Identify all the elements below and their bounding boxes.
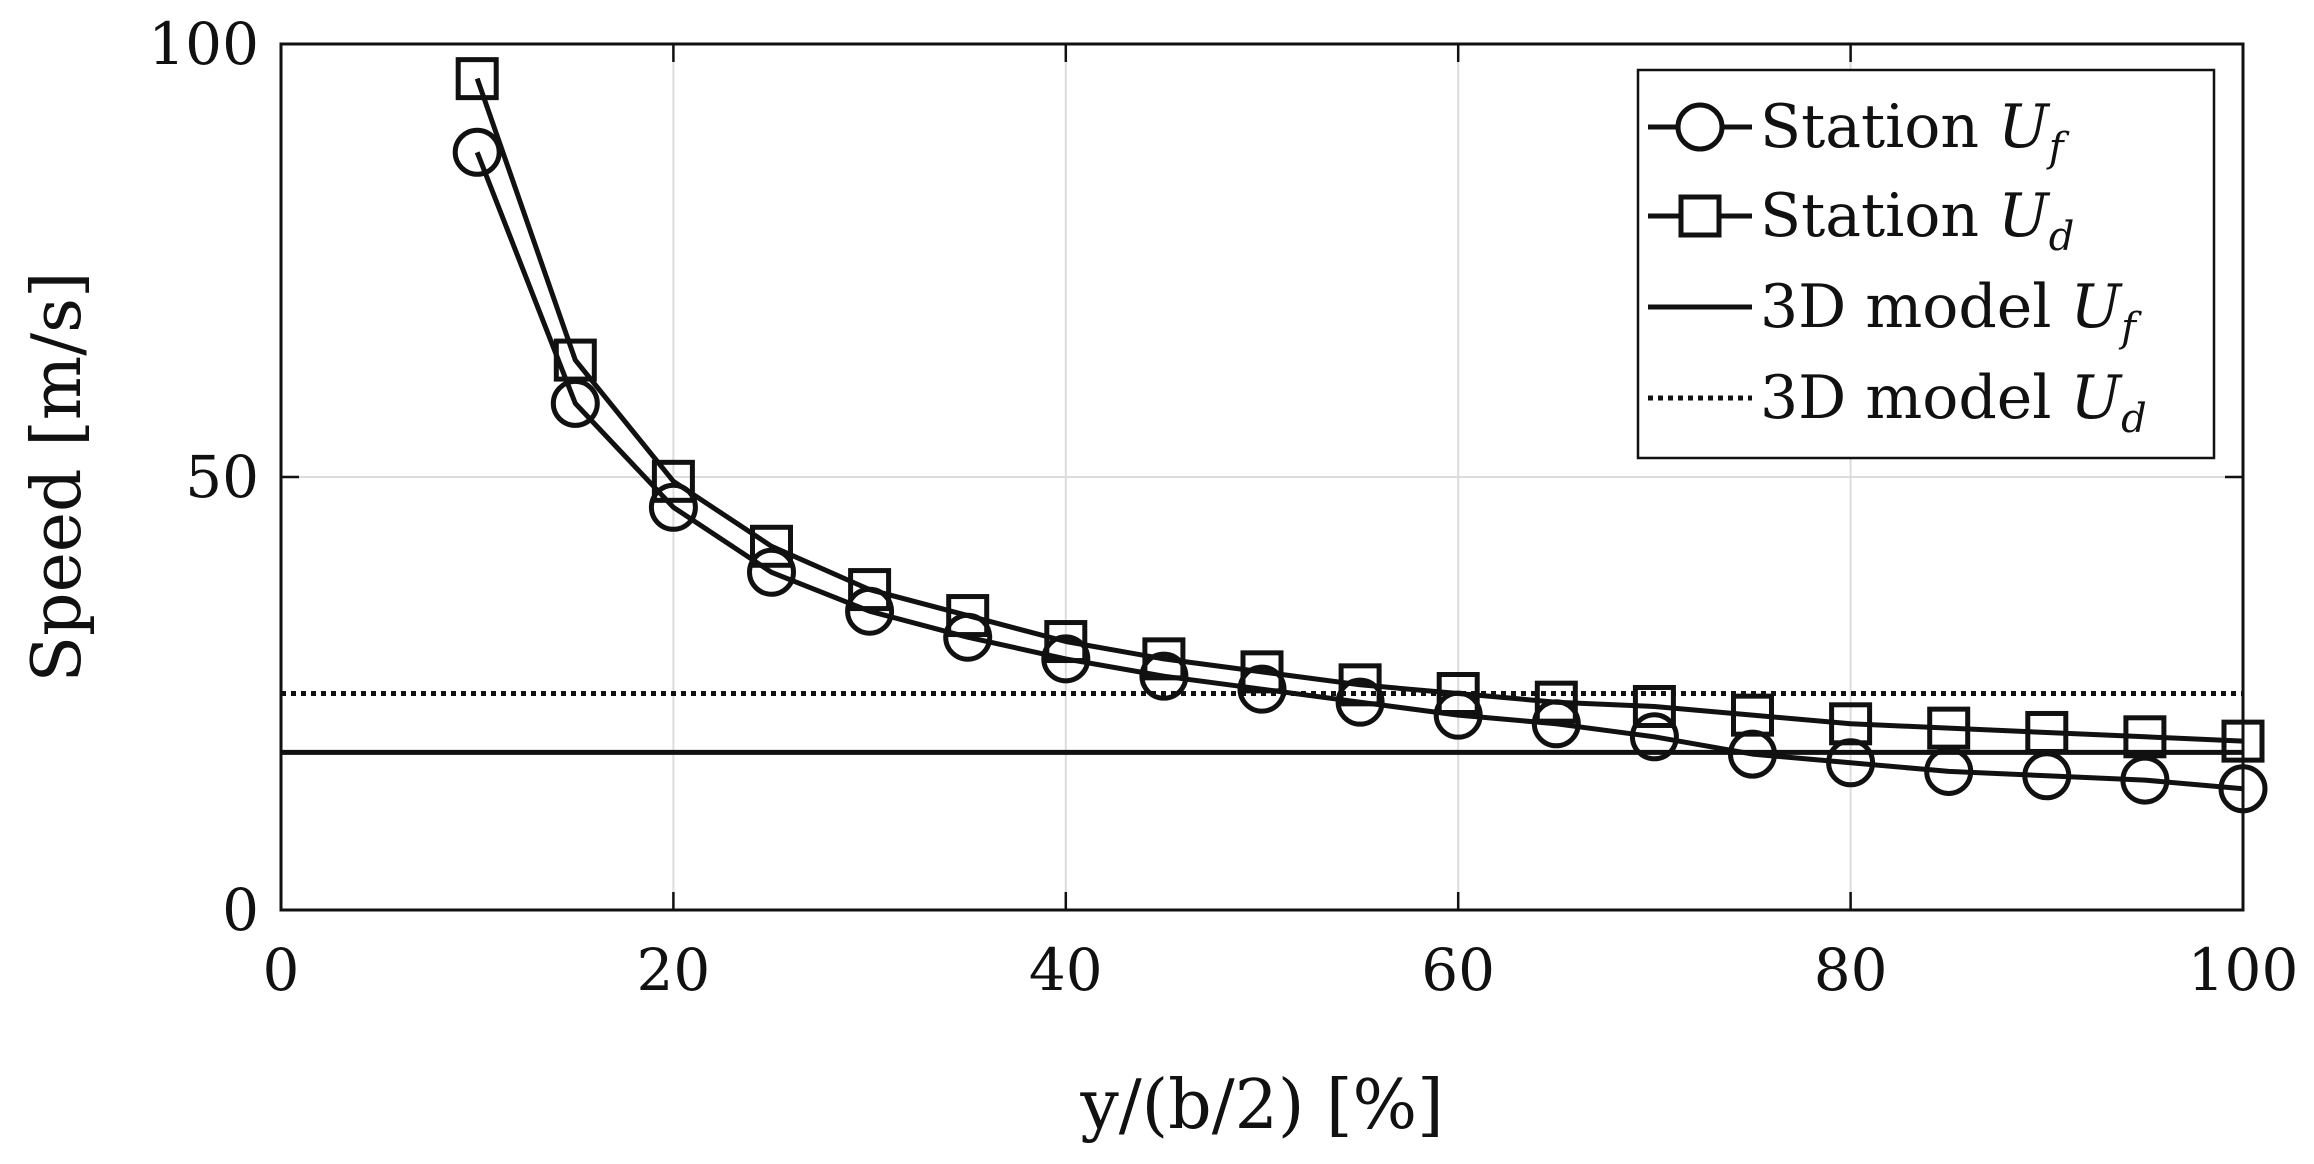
data-point-station-ud	[553, 338, 597, 382]
data-point-station-ud	[1338, 663, 1382, 707]
data-point-station-ud	[2025, 710, 2069, 754]
data-point-station-uf	[747, 547, 796, 597]
data-point-station-uf	[943, 612, 993, 662]
data-point-station-ud	[1142, 637, 1186, 681]
data-point-station-uf	[1433, 690, 1483, 740]
data-point-station-uf	[1531, 699, 1581, 749]
data-point-station-ud	[2123, 715, 2167, 759]
series-line-station-ud	[474, 77, 2244, 744]
legend-box	[1636, 68, 2216, 460]
legend-label: 3D model Ud	[1760, 363, 2147, 442]
y-tick-label: 100	[148, 10, 259, 78]
x-tick-label: 0	[263, 936, 300, 1004]
data-point-station-uf	[1335, 677, 1385, 727]
data-point-station-uf	[648, 482, 698, 532]
legend-marker-square	[1678, 194, 1722, 238]
x-tick-label: 100	[2188, 936, 2299, 1004]
data-point-station-ud	[1731, 693, 1774, 737]
data-point-station-ud	[455, 57, 499, 101]
data-point-station-ud	[1927, 706, 1971, 750]
data-point-station-uf	[1041, 634, 1091, 684]
legend-label: Station Uf	[1760, 92, 2070, 171]
data-point-station-ud	[750, 524, 793, 568]
x-tick-label: 20	[636, 936, 710, 1004]
legend-label: Station Ud	[1760, 181, 2074, 260]
data-point-station-uf	[1139, 651, 1189, 701]
data-point-station-ud	[1240, 650, 1284, 694]
x-tick-label: 80	[1814, 936, 1888, 1004]
data-point-station-uf	[452, 127, 502, 177]
data-point-station-ud	[946, 594, 990, 638]
x-tick-label: 60	[1421, 936, 1495, 1004]
axis-ticks	[279, 42, 2245, 912]
y-axis-label: Speed [m/s]	[18, 271, 97, 682]
x-axis-label: y/(b/2) [%]	[1079, 1066, 1443, 1145]
data-point-station-ud	[651, 459, 695, 503]
data-point-station-ud	[1829, 702, 1873, 746]
data-point-station-ud	[1534, 680, 1578, 724]
series-markers	[452, 57, 2268, 814]
data-point-station-uf	[1237, 664, 1287, 714]
x-tick-label: 40	[1029, 936, 1103, 1004]
model-lines	[281, 691, 2243, 755]
data-point-station-uf	[845, 586, 895, 636]
data-point-station-uf	[1629, 712, 1679, 762]
tick-labels: 0 20 40 60 80 100 0 50 100	[148, 10, 2298, 1004]
data-point-station-ud	[1044, 620, 1088, 664]
legend: Station Uf Station Ud 3D model Uf 3D model …	[1636, 68, 2216, 460]
legend-marker-circle	[1675, 102, 1725, 152]
y-tick-label: 50	[185, 443, 259, 511]
y-tick-label: 0	[222, 876, 259, 944]
legend-label: 3D model Uf	[1760, 272, 2142, 351]
data-point-station-ud	[1632, 684, 1676, 728]
data-point-station-ud	[1436, 672, 1480, 715]
data-point-station-ud	[848, 568, 892, 612]
